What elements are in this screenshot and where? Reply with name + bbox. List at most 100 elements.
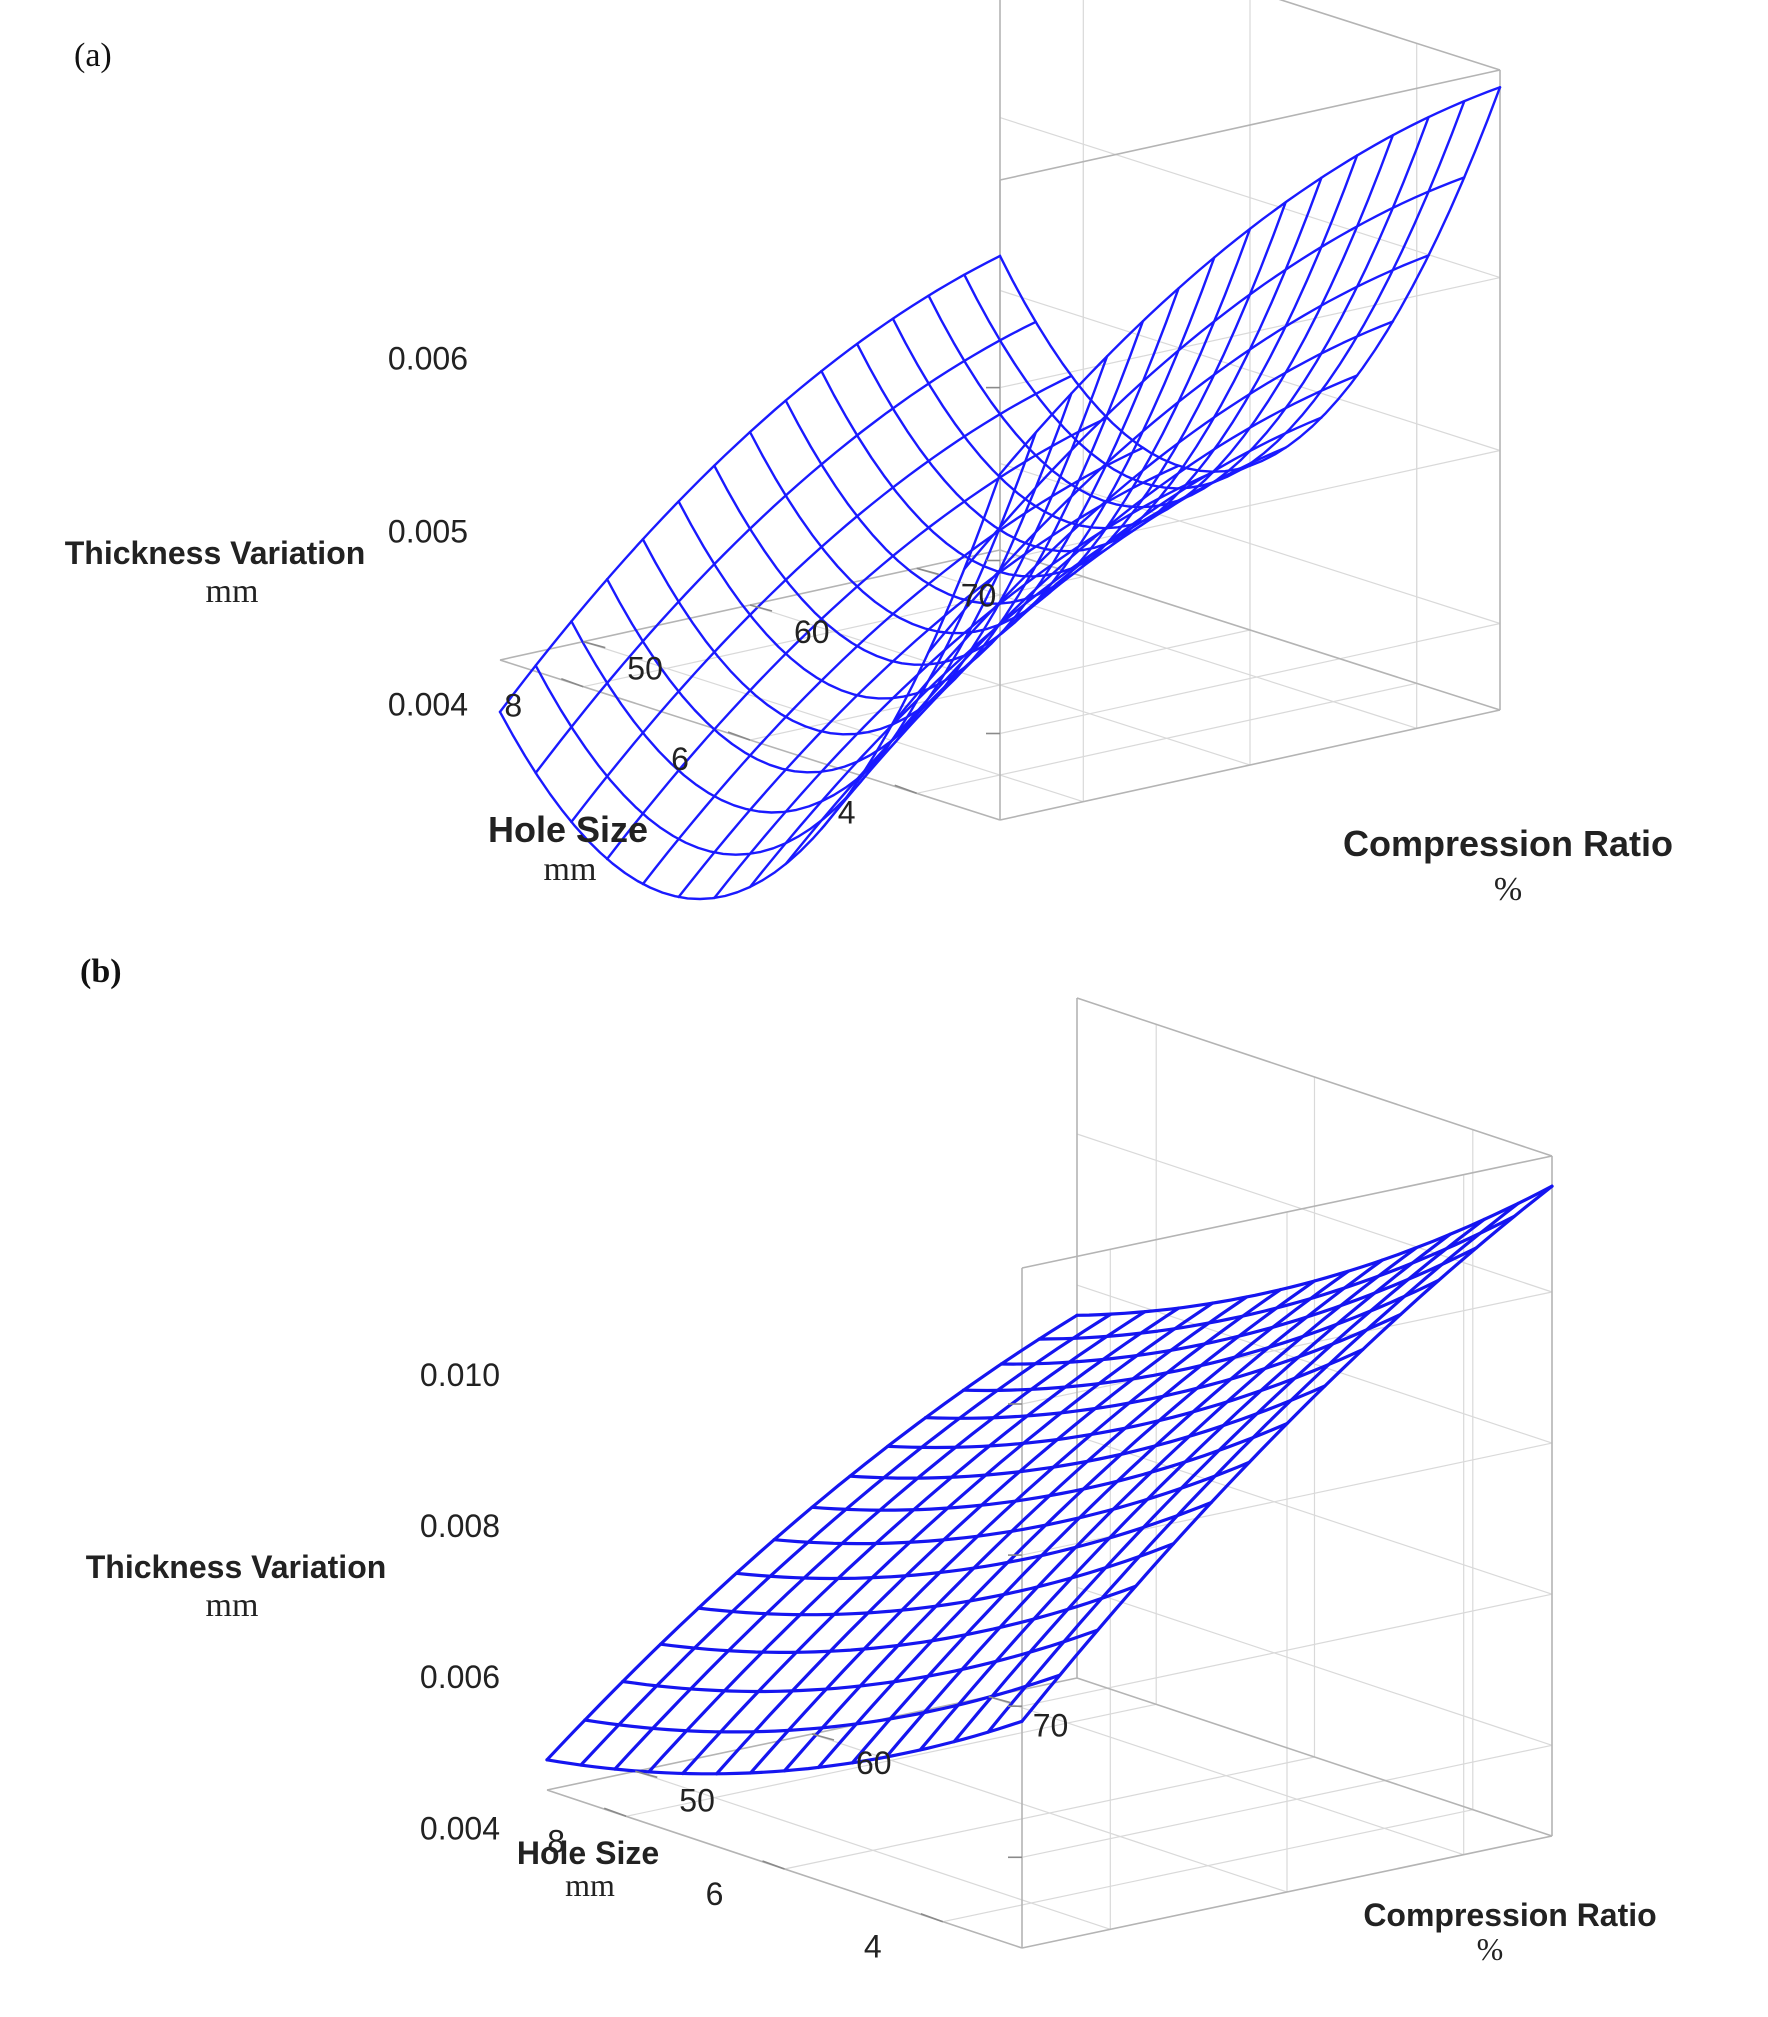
x-tick-mark <box>749 604 773 612</box>
z-axis-title-a: Thickness Variation <box>65 535 366 571</box>
floor-gridline <box>626 1703 1157 1817</box>
mesh-line-hole-size <box>605 416 1109 861</box>
x-tick-label: 70 <box>961 577 997 613</box>
mesh-line-hole-size <box>782 1279 1317 1773</box>
y-tick-mark <box>561 677 584 688</box>
mesh-line-hole-size <box>884 1246 1418 1759</box>
mesh-line-hole-size <box>820 416 1323 831</box>
box-grid-a <box>499 0 1501 821</box>
mesh-line-hole-size <box>713 470 1216 900</box>
mesh-line-compression <box>641 320 1145 736</box>
y-tick-mark <box>894 784 917 795</box>
z-tick-label: 0.005 <box>388 514 468 550</box>
mesh-line-hole-size <box>918 1232 1452 1752</box>
mesh-line-hole-size <box>570 374 1073 824</box>
box-frame-edge <box>1278 0 1501 71</box>
mesh-line-hole-size <box>498 254 1002 714</box>
z-tick-label: 0.006 <box>388 341 468 377</box>
mesh-line-hole-size <box>1020 1184 1554 1723</box>
box-frame-edge <box>1021 1155 1553 1269</box>
y-tick-label: 4 <box>838 794 856 830</box>
x-tick-label: 60 <box>856 1745 892 1781</box>
x-tick-mark <box>988 1695 1011 1704</box>
y-axis-unit-b: mm <box>565 1867 615 1903</box>
box-frame-edge <box>999 549 1501 711</box>
x-axis-title-a: Compression Ratio <box>1343 823 1673 864</box>
y-tick-label: 4 <box>864 1929 882 1965</box>
x-tick-mark <box>583 640 606 649</box>
mesh-line-hole-size <box>579 1312 1113 1767</box>
z-tick-label: 0.010 <box>420 1357 500 1393</box>
mesh-line-hole-size <box>952 1217 1486 1744</box>
box-frame-edge <box>1021 1835 1553 1949</box>
mesh-line-hole-size <box>647 1306 1181 1774</box>
mesh-line-compression <box>677 287 1180 700</box>
mesh-line-compression <box>621 1628 1100 1694</box>
mesh-line-compression <box>848 1384 1327 1480</box>
x-tick-mark <box>916 567 939 576</box>
mesh-line-hole-size <box>715 1295 1249 1776</box>
surface-mesh-b <box>545 1184 1554 1776</box>
floor-gridline <box>942 1809 1473 1923</box>
surface-plot-b: (b) 0.004 0.006 0.008 0.010 4 6 8 50 60 70 Thickn… <box>0 940 1768 2017</box>
surface-plot-a-svg: (a) 0.004 0.005 0.006 4 6 8 50 60 70 Thickness V… <box>65 0 1673 908</box>
mesh-line-hole-size <box>784 446 1287 866</box>
mesh-line-hole-size <box>641 446 1145 886</box>
box-frame-edge <box>1076 1677 1553 1837</box>
x-tick-label: 50 <box>679 1782 715 1818</box>
x-tick-mark <box>811 1733 835 1741</box>
box-frame-edge <box>1076 997 1553 1157</box>
floor-gridline <box>916 682 1417 794</box>
z-tick-label: 0.006 <box>420 1659 500 1695</box>
x-tick-label: 60 <box>794 614 830 650</box>
y-tick-label: 6 <box>706 1876 724 1912</box>
x-tick-label: 70 <box>1033 1708 1069 1744</box>
z-axis-unit-a: mm <box>206 573 259 610</box>
mesh-line-compression <box>927 115 1430 509</box>
x-axis-unit-b: % <box>1477 1931 1504 1967</box>
y-tick-mark <box>920 1912 944 1923</box>
mesh-line-compression <box>605 355 1109 774</box>
y-tick-mark <box>727 731 751 741</box>
x-axis-unit-a: % <box>1494 871 1522 908</box>
z-tick-label: 0.008 <box>420 1508 500 1544</box>
mesh-line-hole-size <box>677 464 1180 899</box>
z-tick-label: 0.004 <box>388 687 468 723</box>
mesh-line-hole-size <box>681 1301 1215 1776</box>
x-tick-label: 50 <box>627 651 663 687</box>
y-tick-label: 8 <box>504 688 522 724</box>
tick-labels-a: 0.004 0.005 0.006 4 6 8 50 60 70 <box>388 341 1000 830</box>
surface-mesh-a <box>498 86 1502 901</box>
y-axis-title-a: Hole Size <box>488 809 648 850</box>
box-frame-edge <box>999 709 1501 821</box>
mesh-line-hole-size <box>613 1310 1147 1771</box>
surface-plot-a: (a) 0.004 0.005 0.006 4 6 8 50 60 70 Thickness V… <box>0 0 1768 940</box>
mesh-line-hole-size <box>927 254 1430 654</box>
panel-label-b: (b) <box>80 953 122 990</box>
mesh-line-compression <box>784 201 1287 605</box>
mesh-line-hole-size <box>749 1288 1283 1775</box>
mesh-line-hole-size <box>545 1313 1079 1762</box>
z-axis-title-b: Thickness Variation <box>86 1549 387 1585</box>
z-axis-unit-b: mm <box>206 1587 259 1624</box>
mesh-line-hole-size <box>963 176 1466 571</box>
x-tick-mark <box>635 1770 658 1779</box>
x-axis-title-b: Compression Ratio <box>1363 1897 1656 1933</box>
mesh-line-hole-size <box>534 320 1037 775</box>
box-frame-edge <box>999 69 1501 181</box>
panel-label-a: (a) <box>74 37 112 74</box>
mesh-line-hole-size <box>891 320 1395 725</box>
surface-plot-b-svg: (b) 0.004 0.006 0.008 0.010 4 6 8 50 60 70 Thickn… <box>80 953 1657 1967</box>
mesh-line-hole-size <box>748 464 1252 889</box>
tick-labels-b: 0.004 0.006 0.008 0.010 4 6 8 50 60 70 <box>420 1357 1068 1965</box>
y-tick-mark <box>603 1807 627 1818</box>
mesh-line-hole-size <box>998 86 1502 476</box>
y-axis-unit-a: mm <box>544 851 597 888</box>
floor-gridline <box>784 1756 1315 1870</box>
y-tick-mark <box>762 1860 785 1870</box>
mesh-line-hole-size <box>850 1258 1384 1765</box>
y-tick-label: 6 <box>671 741 689 777</box>
z-tick-label: 0.004 <box>420 1810 500 1846</box>
mesh-line-hole-size <box>816 1269 1350 1769</box>
mesh-line-hole-size <box>986 1201 1520 1734</box>
